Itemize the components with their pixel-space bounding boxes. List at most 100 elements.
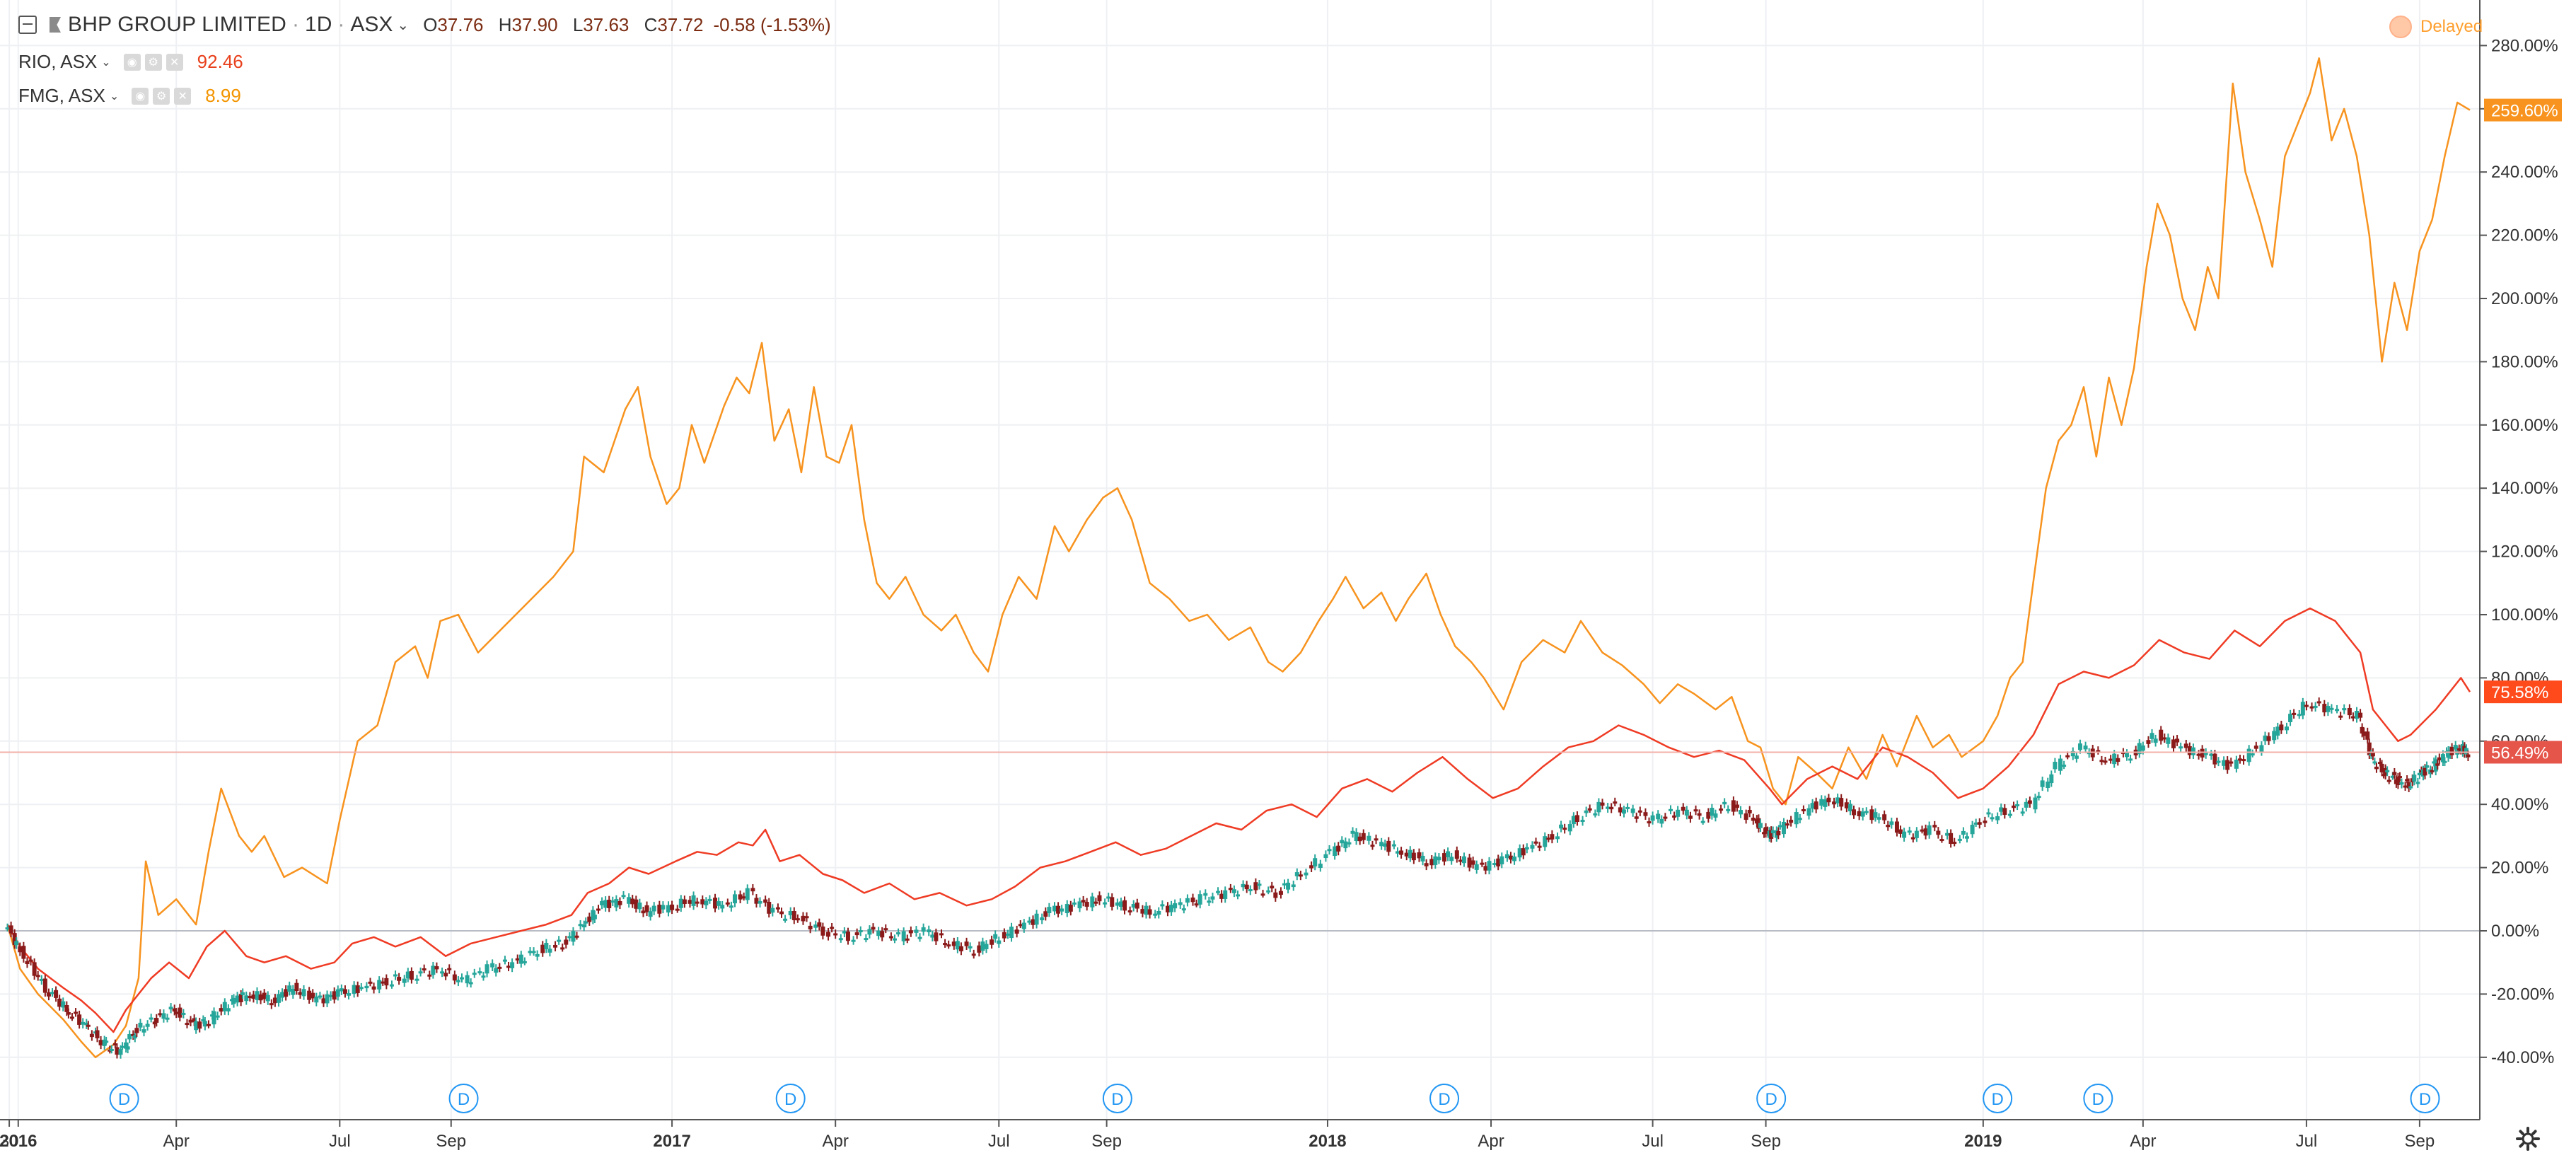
price-bar-body xyxy=(758,900,762,904)
chevron-down-icon[interactable]: ⌄ xyxy=(101,56,111,69)
price-bar-body xyxy=(851,939,856,942)
price-bar-body xyxy=(2246,748,2251,762)
close-icon[interactable]: ✕ xyxy=(166,53,183,71)
legend: BHP GROUP LIMITED · 1D · ASX ⌄ O37.76 H3… xyxy=(0,0,919,113)
x-tick-label: Jul xyxy=(329,1132,351,1151)
change-value: -0.58 (-1.53%) xyxy=(713,13,831,35)
price-bar-body xyxy=(2040,780,2045,787)
price-bar-body xyxy=(262,992,267,999)
price-bar-body xyxy=(1480,862,1485,865)
price-bar-body xyxy=(1609,806,1614,810)
dividend-marker[interactable] xyxy=(1102,1084,1132,1113)
price-bar-body xyxy=(359,987,364,990)
price-bar-body xyxy=(39,978,44,981)
price-bar-body xyxy=(1216,891,1221,893)
price-bar-body xyxy=(1383,843,1388,847)
price-bar-body xyxy=(1323,854,1328,859)
price-bar-body xyxy=(2313,705,2318,708)
price-bar-body xyxy=(2279,724,2284,731)
price-bar-body xyxy=(132,1035,137,1039)
price-bar-body xyxy=(627,897,632,904)
price-bar-body xyxy=(1127,910,1132,913)
price-bar-body xyxy=(131,1033,136,1036)
price-bar-body xyxy=(188,1019,193,1023)
price-bar-body xyxy=(1470,860,1475,865)
price-bar-body xyxy=(1203,893,1208,896)
price-bar-body xyxy=(763,899,768,903)
interval-label[interactable]: 1D xyxy=(305,13,332,36)
price-bar-body xyxy=(1118,901,1123,907)
price-bar-body xyxy=(1499,856,1504,864)
y-tick-label: 160.00% xyxy=(2491,416,2558,435)
dividend-marker[interactable] xyxy=(2083,1084,2113,1113)
price-bar-body xyxy=(1990,817,1995,820)
price-bar-body xyxy=(377,980,382,990)
close-icon[interactable]: ✕ xyxy=(174,87,192,105)
price-bar-body xyxy=(201,1019,206,1021)
price-bar-body xyxy=(1408,849,1412,859)
price-bar-body xyxy=(2370,752,2375,757)
price-bar-body xyxy=(152,1021,157,1025)
price-bar-body xyxy=(587,916,592,922)
price-bar-body xyxy=(2241,759,2246,762)
price-bar-body xyxy=(1002,932,1006,939)
price-bar-body xyxy=(1770,830,1775,834)
dividend-marker[interactable] xyxy=(775,1084,806,1113)
price-bar-body xyxy=(1920,829,1925,832)
price-bar-body xyxy=(1907,830,1912,833)
price-bar-body xyxy=(1797,818,1802,820)
price-bar-body xyxy=(2083,746,2088,750)
price-bar-body xyxy=(2099,760,2104,762)
dividend-marker[interactable] xyxy=(109,1084,139,1113)
gear-icon[interactable]: ⚙ xyxy=(153,87,170,105)
price-bar-body xyxy=(89,1033,94,1038)
chevron-down-icon[interactable]: ⌄ xyxy=(109,90,120,103)
dividend-marker[interactable] xyxy=(1429,1084,1460,1113)
comparison-symbol[interactable]: FMG, ASX xyxy=(18,85,105,106)
price-bar-body xyxy=(389,984,394,987)
price-bar-body xyxy=(917,936,922,939)
y-tick-label: 120.00% xyxy=(2491,543,2558,562)
price-bar-body xyxy=(896,932,901,935)
price-bar-body xyxy=(2288,714,2293,722)
price-bar-body xyxy=(1347,842,1352,845)
eye-icon[interactable]: ◉ xyxy=(132,87,149,105)
flag-icon[interactable] xyxy=(50,17,61,33)
dividend-marker[interactable] xyxy=(1983,1084,2013,1113)
price-bar-body xyxy=(1219,893,1224,899)
price-bar-body xyxy=(1144,905,1149,915)
price-bar-body xyxy=(1056,905,1061,914)
price-bar-body xyxy=(481,975,486,978)
price-bar-body xyxy=(168,1007,173,1010)
price-bar-body xyxy=(804,916,809,919)
price-bar-body xyxy=(1751,818,1756,821)
price-bar-body xyxy=(2159,729,2164,741)
comparison-symbol[interactable]: RIO, ASX xyxy=(18,51,98,72)
price-bar-body xyxy=(371,986,376,990)
y-tick-label: 200.00% xyxy=(2491,289,2558,308)
gear-icon[interactable] xyxy=(2515,1126,2541,1152)
price-bar-body xyxy=(1744,813,1748,820)
price-bar-body xyxy=(603,900,608,908)
eye-icon[interactable]: ◉ xyxy=(123,53,141,71)
price-bar-body xyxy=(695,901,700,904)
dividend-marker[interactable] xyxy=(2410,1084,2440,1113)
symbol-title[interactable]: BHP GROUP LIMITED xyxy=(68,13,287,36)
gear-icon[interactable]: ⚙ xyxy=(144,53,162,71)
separator-dot: · xyxy=(292,13,300,36)
y-tick-label: 40.00% xyxy=(2491,795,2548,814)
chevron-down-icon[interactable]: ⌄ xyxy=(397,17,410,33)
price-bar-body xyxy=(1710,808,1715,816)
collapse-legend-button[interactable] xyxy=(18,16,37,34)
price-bar-body xyxy=(958,946,963,951)
price-bar-body xyxy=(515,958,520,961)
price-bar-body xyxy=(1634,816,1639,819)
dividend-marker[interactable] xyxy=(448,1084,479,1113)
price-bar-body xyxy=(1731,800,1736,812)
exchange-label[interactable]: ASX xyxy=(350,13,393,36)
dividend-marker[interactable] xyxy=(1756,1084,1787,1113)
y-tick-label: 100.00% xyxy=(2491,605,2558,625)
y-tick-label: 220.00% xyxy=(2491,226,2558,245)
delayed-indicator[interactable]: Delayed xyxy=(2389,16,2483,38)
